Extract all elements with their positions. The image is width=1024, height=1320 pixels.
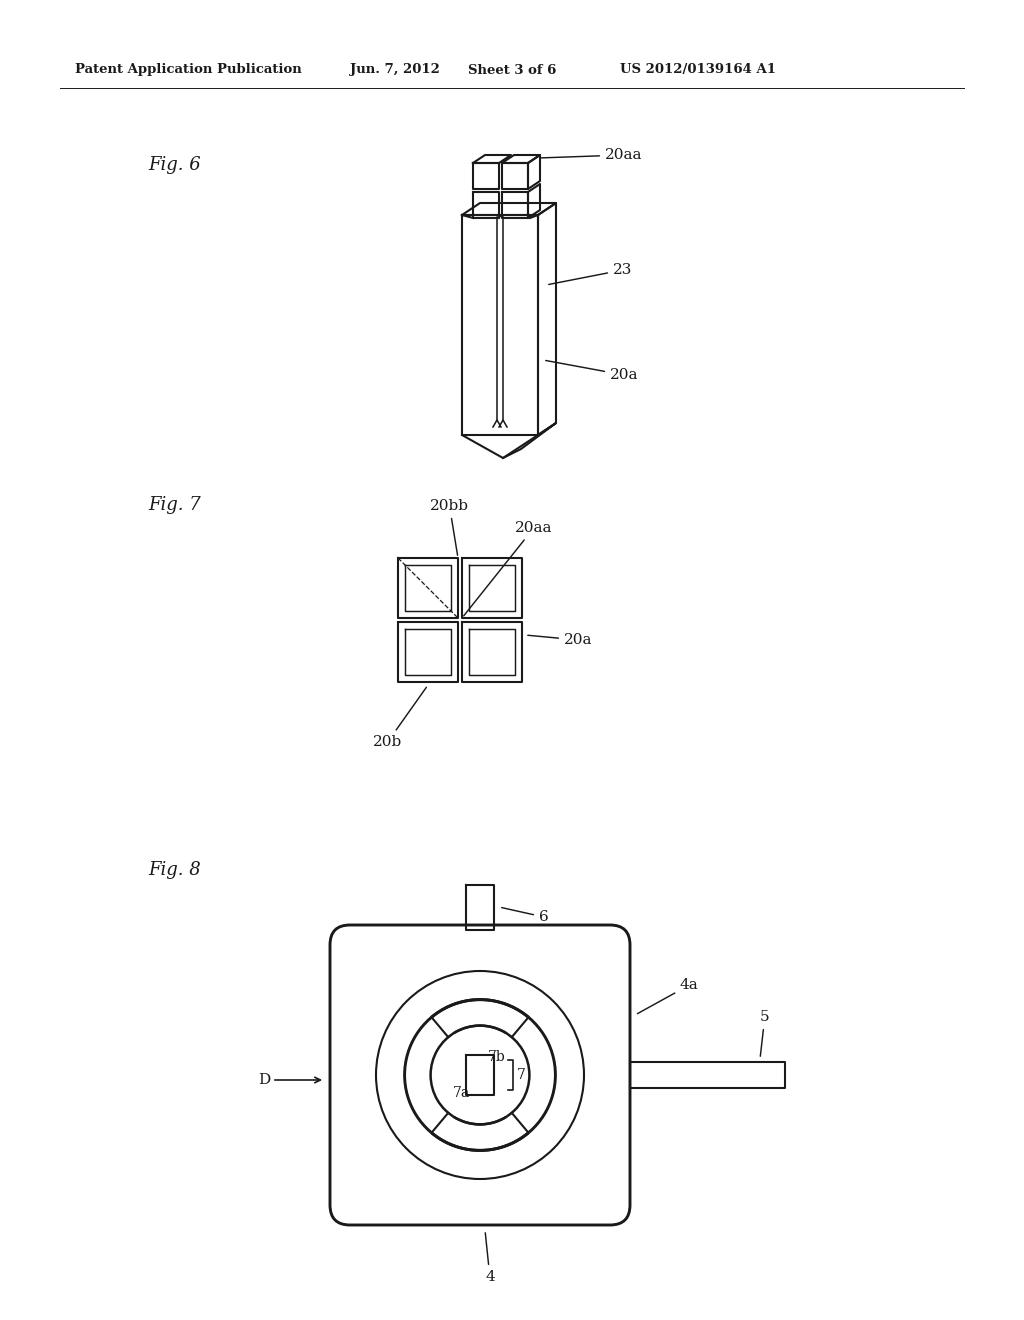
Text: 7b: 7b (488, 1049, 506, 1064)
Text: Jun. 7, 2012: Jun. 7, 2012 (350, 63, 440, 77)
Text: 7a: 7a (453, 1086, 470, 1100)
Text: D: D (258, 1073, 270, 1086)
Text: Sheet 3 of 6: Sheet 3 of 6 (468, 63, 556, 77)
Text: 20bb: 20bb (430, 499, 469, 556)
Text: Patent Application Publication: Patent Application Publication (75, 63, 302, 77)
Text: 6: 6 (502, 908, 549, 924)
Text: Fig. 8: Fig. 8 (148, 861, 201, 879)
Text: 20a: 20a (527, 634, 593, 647)
Text: 4: 4 (485, 1233, 495, 1284)
Text: 20aa: 20aa (464, 521, 553, 616)
Text: 20b: 20b (373, 688, 426, 748)
Text: 4a: 4a (637, 978, 698, 1014)
Text: 5: 5 (760, 1010, 770, 1056)
Text: 20aa: 20aa (541, 148, 642, 162)
Text: 23: 23 (549, 263, 633, 285)
Text: 20a: 20a (546, 360, 639, 381)
Text: 7: 7 (517, 1068, 526, 1082)
Text: US 2012/0139164 A1: US 2012/0139164 A1 (620, 63, 776, 77)
Text: Fig. 7: Fig. 7 (148, 496, 201, 513)
Text: Fig. 6: Fig. 6 (148, 156, 201, 174)
